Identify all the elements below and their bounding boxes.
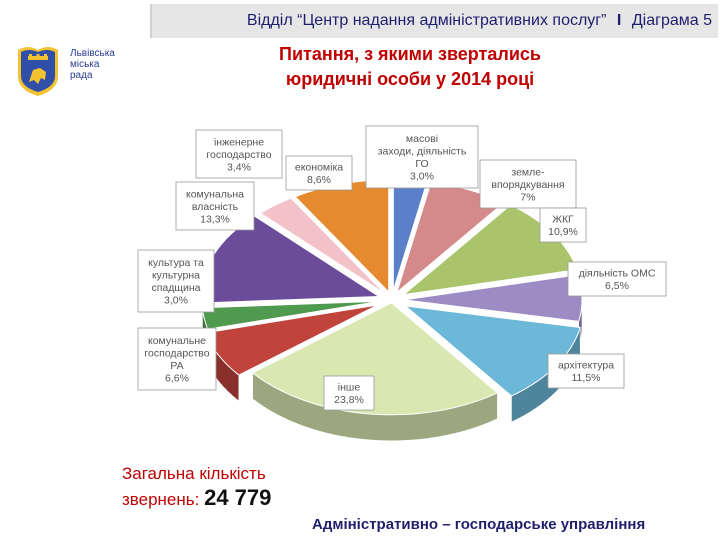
data-label-box xyxy=(365,125,479,189)
slice-category-label: ЖКГ xyxy=(552,214,574,226)
total-value: 24 779 xyxy=(204,485,272,510)
header-text: Відділ “Центр надання адміністративних п… xyxy=(247,12,712,30)
slice-value-label: 8,6% xyxy=(307,174,331,186)
diagram-number: Діаграма 5 xyxy=(631,12,712,29)
slice-category-label: культурна xyxy=(152,270,200,282)
header-separator: I xyxy=(616,12,622,29)
data-label-box xyxy=(137,327,217,391)
slice-value-label: 3,4% xyxy=(227,161,251,173)
data-label-box xyxy=(285,155,353,191)
slice-category-label: комунальна xyxy=(186,188,244,200)
total-label-line1: Загальна кількість xyxy=(122,464,266,483)
slice-category-label: масові xyxy=(406,133,438,145)
data-label-box xyxy=(323,375,375,411)
data-label-box xyxy=(479,159,577,209)
data-label-box xyxy=(195,129,283,179)
slice-category-label: заходи, діяльність xyxy=(378,146,467,158)
chart-title-line: юридичні особи у 2014 році xyxy=(285,69,535,89)
slice-value-label: 3,0% xyxy=(164,295,188,307)
slice-category-label: земле- xyxy=(511,166,545,178)
slice-category-label: культура та xyxy=(148,257,204,269)
slice-category-label: інше xyxy=(338,382,361,394)
logo-line: рада xyxy=(70,70,93,81)
pie-slice xyxy=(251,302,499,416)
total-label-prefix: звернень: xyxy=(122,490,205,509)
slice-category-label: впорядкування xyxy=(491,179,564,191)
slice-value-label: 7% xyxy=(520,191,535,203)
slice-value-label: 11,5% xyxy=(572,372,601,384)
slice-value-label: 10,9% xyxy=(548,226,578,238)
slice-value-label: 6,6% xyxy=(165,373,189,385)
chart-title-line: Питання, з якими звертались xyxy=(279,44,541,64)
data-label-box xyxy=(567,261,667,297)
total-label-line2: звернень: 24 779 xyxy=(122,486,271,512)
slice-value-label: 6,5% xyxy=(605,280,629,292)
department-name: Відділ “Центр надання адміністративних п… xyxy=(246,12,607,29)
footer-department: Адміністративно – господарське управлінн… xyxy=(312,516,646,533)
slice-category-label: архітектура xyxy=(558,360,614,372)
slice-category-label: економіка xyxy=(295,162,343,174)
slice-category-label: спадщина xyxy=(151,282,200,294)
data-label-box xyxy=(137,249,215,313)
total-requests: Загальна кількість звернень: 24 779 xyxy=(122,462,271,512)
slice-category-label: господарство xyxy=(144,348,209,360)
data-label-box xyxy=(175,181,255,231)
chart-title: Питання, з якими звертались юридичні осо… xyxy=(220,42,600,92)
slice-value-label: 13,3% xyxy=(200,213,230,225)
logo-label: Львівська міська рада xyxy=(70,48,130,81)
slice-value-label: 3,0% xyxy=(410,171,434,183)
slice-category-label: діяльність ОМС xyxy=(579,268,656,280)
header-bar: Відділ “Центр надання адміністративних п… xyxy=(150,4,718,38)
lviv-coat-of-arms-icon xyxy=(18,47,58,96)
data-label-box xyxy=(539,207,587,243)
pie-slice xyxy=(259,197,385,294)
slice-category-label: інженерне xyxy=(214,136,264,148)
slice-category-label: ГО xyxy=(415,158,428,170)
slice-value-label: 23,8% xyxy=(334,394,364,406)
slice-category-label: господарство xyxy=(206,149,271,161)
logo-line: міська xyxy=(70,59,100,70)
logo-line: Львівська xyxy=(70,48,115,59)
data-label-box xyxy=(547,353,625,389)
slice-category-label: РА xyxy=(170,360,183,372)
slice-category-label: власність xyxy=(192,201,239,213)
slice-category-label: комунальне xyxy=(148,335,206,347)
